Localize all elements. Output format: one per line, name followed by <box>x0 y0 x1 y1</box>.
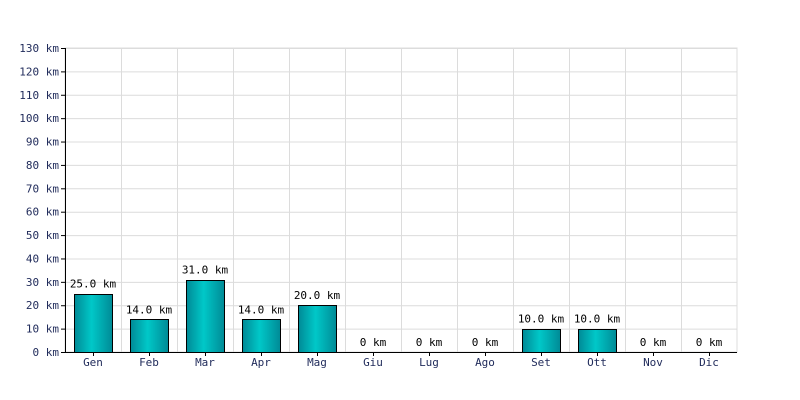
bar <box>242 319 281 353</box>
bar <box>298 305 337 353</box>
x-tick-label: Feb <box>139 356 159 369</box>
data-label: 10.0 km <box>518 313 565 326</box>
x-tick-label: Apr <box>251 356 271 369</box>
x-tick-label: Dic <box>699 356 719 369</box>
grid-lines <box>64 47 738 353</box>
bars <box>74 280 617 353</box>
x-tick-label: Ago <box>475 356 495 369</box>
x-tick-label: Lug <box>419 356 439 369</box>
data-label: 0 km <box>416 336 443 349</box>
data-label: 20.0 km <box>294 289 341 302</box>
y-tick-label: 60 km <box>26 206 59 219</box>
data-label: 25.0 km <box>70 278 117 291</box>
bar <box>74 294 113 353</box>
y-tick-labels: 0 km 10 km 20 km 30 km 40 km 50 km 60 km 70 km 8… <box>19 42 59 359</box>
x-tick-label: Set <box>531 356 551 369</box>
y-tick-label: 0 km <box>33 346 60 359</box>
y-tick-label: 110 km <box>19 89 59 102</box>
x-tick-label: Ott <box>587 356 607 369</box>
y-tick-label: 50 km <box>26 229 59 242</box>
x-tick-label: Mar <box>195 356 215 369</box>
bar <box>522 329 561 353</box>
y-tick-label: 30 km <box>26 276 59 289</box>
data-label: 31.0 km <box>182 264 229 277</box>
data-label: 0 km <box>472 336 499 349</box>
y-tick-label: 20 km <box>26 299 59 312</box>
data-label: 0 km <box>640 336 667 349</box>
bar <box>186 280 225 353</box>
data-label: 10.0 km <box>574 313 621 326</box>
x-tick-label: Mag <box>307 356 327 369</box>
y-tick-label: 90 km <box>26 136 59 149</box>
y-tick-label: 130 km <box>19 42 59 55</box>
x-tick-label: Nov <box>643 356 663 369</box>
bar <box>578 329 617 353</box>
y-tick-label: 120 km <box>19 65 59 78</box>
y-tick-label: 40 km <box>26 252 59 265</box>
data-labels: 25.0 km 14.0 km 31.0 km 14.0 km 20.0 km 0 km 0… <box>70 264 723 349</box>
x-tick-label: Giu <box>363 356 383 369</box>
data-label: 14.0 km <box>126 303 173 316</box>
x-tick-label: Gen <box>83 356 103 369</box>
x-tick-labels: Gen Feb Mar Apr Mag Giu Lug Ago Set Ott Nov Dic <box>83 356 719 369</box>
bar <box>130 319 169 353</box>
data-label: 14.0 km <box>238 303 285 316</box>
data-label: 0 km <box>696 336 723 349</box>
y-tick-label: 70 km <box>26 182 59 195</box>
y-tick-label: 100 km <box>19 112 59 125</box>
y-tick-label: 10 km <box>26 323 59 336</box>
data-label: 0 km <box>360 336 387 349</box>
y-tick-label: 80 km <box>26 159 59 172</box>
axes <box>61 48 737 356</box>
